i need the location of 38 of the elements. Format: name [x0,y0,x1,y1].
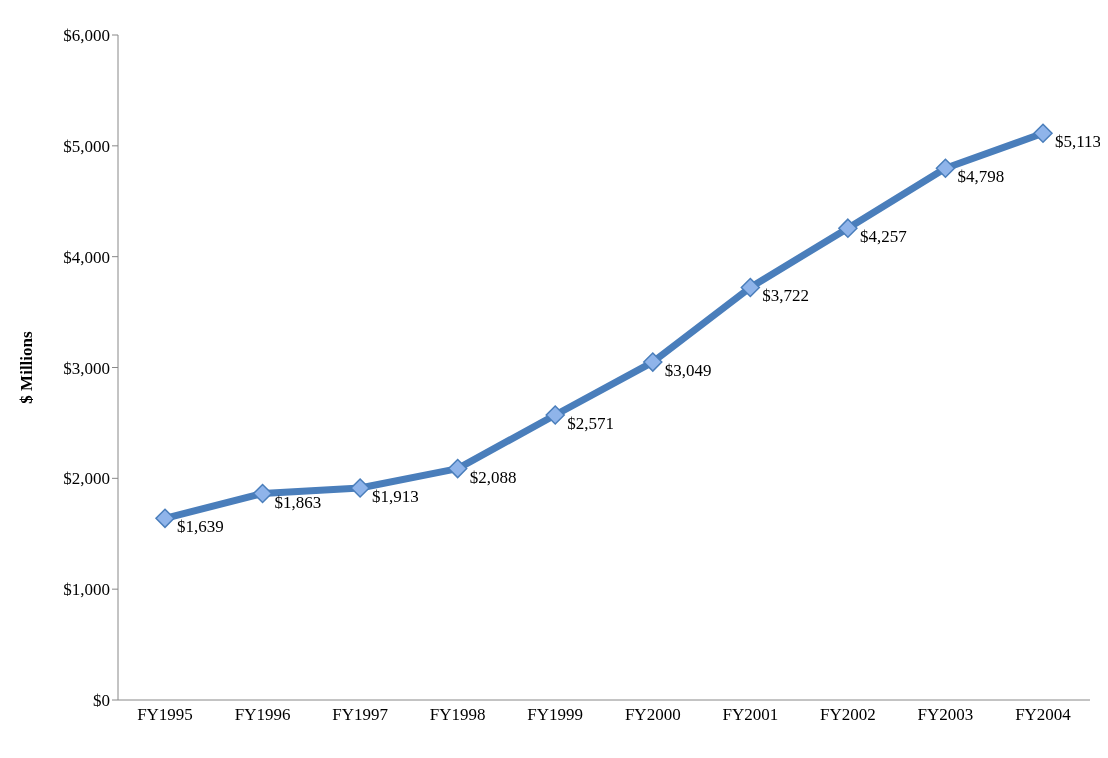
data-label: $5,113 [1055,132,1102,152]
y-tick-label: $6,000 [63,26,110,46]
y-tick-label: $0 [93,691,110,711]
point [838,218,858,238]
point [643,352,663,372]
x-tick-label: FY1995 [137,705,193,725]
point [447,458,468,479]
y-tick-label: $2,000 [63,469,110,489]
point [545,405,565,425]
x-tick-label: FY1997 [332,705,389,725]
point [1033,123,1053,144]
point [935,158,956,178]
point [155,508,175,529]
point [740,277,761,298]
x-tick-label: FY2002 [820,705,876,725]
y-tick-label: $5,000 [63,136,110,156]
x-tick-label: FY1998 [429,705,486,725]
y-tick-label: $3,000 [63,358,110,378]
x-tick-label: FY2001 [722,705,779,725]
y-tick-label: $1,000 [63,580,110,600]
y-axis-title: $ Millions [17,330,37,404]
point [350,478,370,498]
data-label: $1,639 [177,517,224,537]
x-tick-label: FY1996 [234,705,291,725]
point [252,483,273,504]
x-tick-label: FY2004 [1015,705,1072,725]
y-tick-label: $4,000 [63,247,110,267]
data-label: $4,798 [957,167,1005,187]
x-tick-label: FY1999 [527,705,584,725]
data-label: $1,863 [274,492,322,512]
data-label: $4,257 [859,227,908,247]
x-tick-label: FY2003 [917,705,974,725]
x-tick-label: FY2000 [624,705,681,725]
data-label: $2,088 [469,467,517,487]
data-label: $3,722 [762,286,810,306]
data-label: $2,571 [567,414,614,434]
data-label: $3,049 [664,361,712,381]
data-label: $1,913 [372,486,419,506]
